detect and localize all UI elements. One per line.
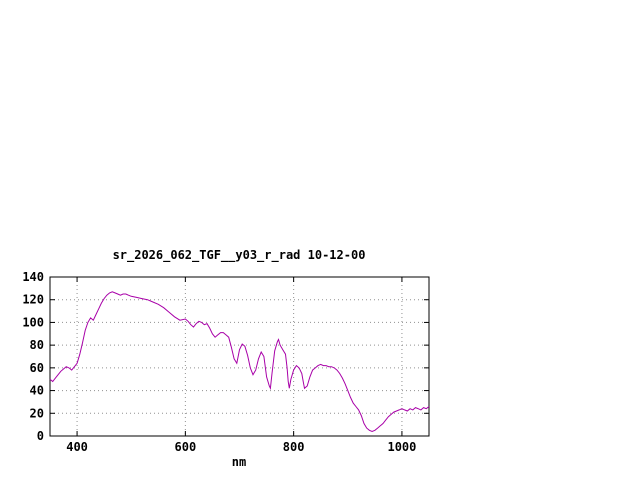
- x-tick-label: 1000: [387, 440, 416, 454]
- x-axis-label: nm: [232, 455, 246, 469]
- y-tick-label: 0: [37, 429, 44, 443]
- x-tick-label: 600: [175, 440, 197, 454]
- plot-border: [49, 276, 430, 437]
- tick-marks: [50, 276, 429, 437]
- y-tick-label: 120: [22, 293, 44, 307]
- y-tick-label: 140: [22, 270, 44, 284]
- y-tick-label: 100: [22, 315, 44, 329]
- y-tick-label: 40: [30, 384, 44, 398]
- tick-labels: 400 600 800 1000 0 20 40 60 80 100 120 140: [22, 270, 416, 454]
- chart-title: sr_2026_062_TGF__y03_r_rad 10-12-00: [113, 248, 366, 263]
- y-tick-label: 60: [30, 361, 44, 375]
- spectrum-line: [49, 291, 430, 433]
- y-tick-label: 20: [30, 406, 44, 420]
- x-tick-label: 400: [66, 440, 88, 454]
- y-tick-label: 80: [30, 338, 44, 352]
- x-tick-label: 800: [283, 440, 305, 454]
- grid-lines: [50, 277, 429, 436]
